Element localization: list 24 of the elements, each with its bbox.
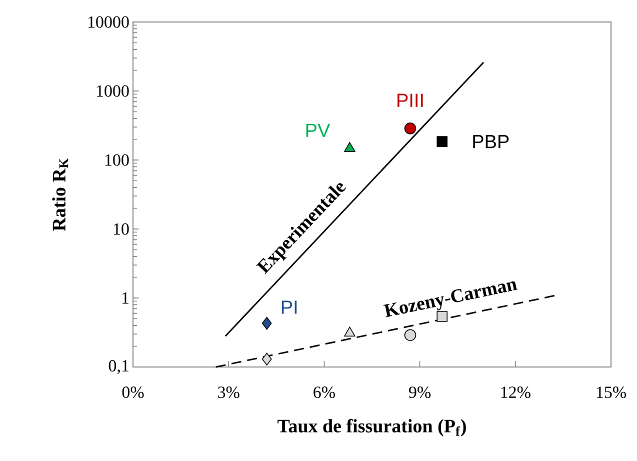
y-axis-title: Ratio R$_{K}$ <box>52 158 68 231</box>
y-tick-label: 100 <box>105 154 129 166</box>
y-tick-label: 0,1 <box>108 360 128 374</box>
y-tick-label: 10000 <box>88 16 129 28</box>
point <box>344 142 356 152</box>
series-label: PV <box>306 124 330 137</box>
point <box>436 136 448 147</box>
series-label: PIII <box>398 94 423 107</box>
x-tick-label: 3% <box>218 386 240 398</box>
y-tick-label: 1 <box>122 292 128 304</box>
x-tick-label: 15% <box>596 386 626 398</box>
x-tick-label: 6% <box>314 386 335 398</box>
x-tick-label: 0% <box>122 386 144 398</box>
point <box>262 316 272 330</box>
x-axis-title: Taux de fissuration (P$_{f}$) <box>278 418 466 436</box>
point <box>404 329 416 341</box>
y-tick-label: 1000 <box>96 85 129 97</box>
series-label: PBP <box>473 135 509 148</box>
point <box>262 352 272 366</box>
point <box>404 122 416 134</box>
y-tick-label: 10 <box>114 223 129 235</box>
series-label: PI <box>282 300 297 314</box>
x-tick-label: 12% <box>501 386 530 398</box>
x-tick-label: 9% <box>409 386 431 398</box>
